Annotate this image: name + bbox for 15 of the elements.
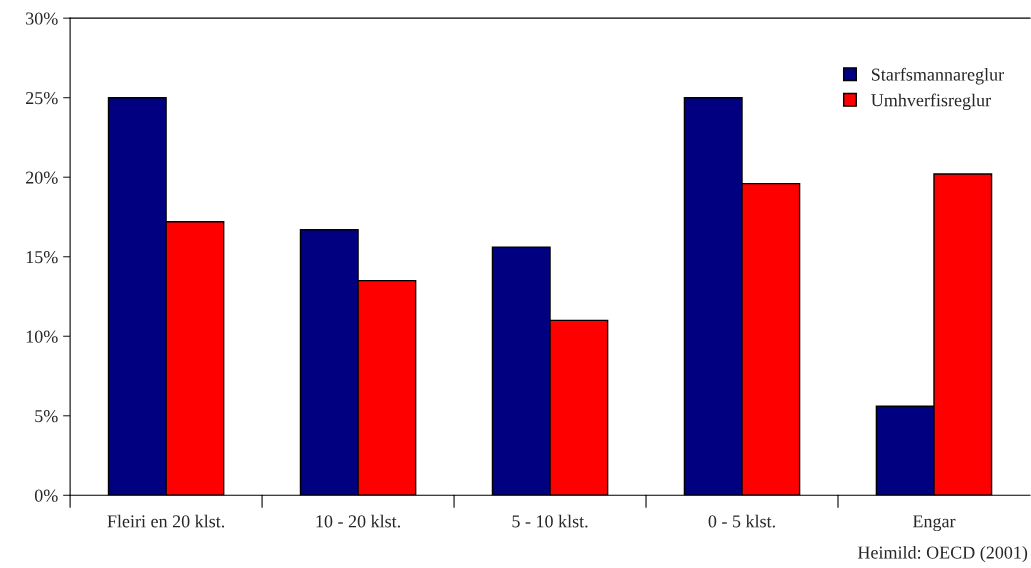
x-tick-label: 0 - 5 klst.	[708, 514, 775, 528]
y-tick-label: 20%	[26, 171, 58, 184]
y-tick-label: 15%	[26, 250, 58, 264]
text: Heimild: OECD (2001)	[857, 545, 1028, 563]
y-tick-label: 10%	[26, 330, 58, 343]
y-tick-label: 30%	[26, 12, 58, 25]
legend-label: Starfsmannareglur	[871, 67, 1004, 85]
y-tick-label: 0%	[34, 489, 58, 502]
x-tick-label: 10 - 20 klst.	[316, 514, 401, 528]
x-tick-label: Fleiri en 20 klst.	[107, 514, 225, 528]
y-tick-label: 25%	[26, 91, 58, 105]
x-tick-label: Engar	[912, 515, 956, 532]
legend-label: Umhverfisreglur	[871, 93, 991, 111]
x-tick-label: 5 - 10 klst.	[512, 514, 588, 528]
y-tick-label: 5%	[35, 410, 58, 423]
